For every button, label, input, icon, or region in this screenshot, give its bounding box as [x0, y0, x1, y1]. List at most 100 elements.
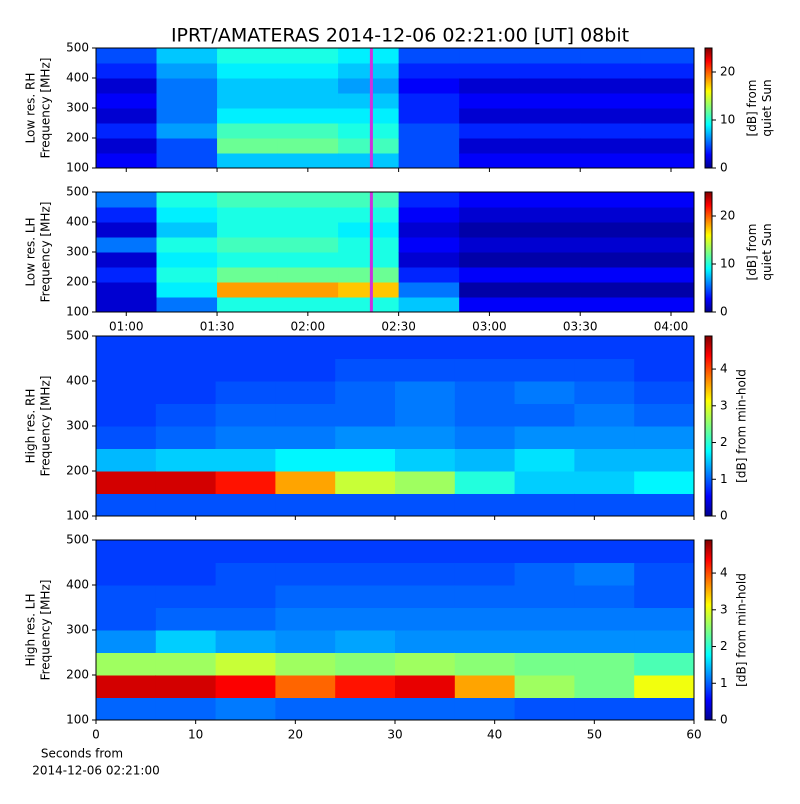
- heatmap-cell: [459, 63, 521, 79]
- heatmap-cell: [277, 108, 339, 124]
- heatmap-cell: [454, 358, 516, 382]
- y-tick-label: 400: [66, 374, 89, 388]
- heatmap-cell: [574, 448, 635, 472]
- heatmap-cell: [217, 192, 279, 208]
- heatmap-cell: [454, 448, 516, 472]
- heatmap-cell: [335, 540, 396, 563]
- heatmap-cell: [96, 448, 157, 472]
- heatmap-cell: [215, 471, 276, 494]
- heatmap-cell: [580, 138, 642, 154]
- x-tick-label: 01:30: [200, 320, 235, 334]
- colorbar-tick-label: 10: [720, 257, 735, 271]
- heatmap-cell: [514, 471, 575, 494]
- heatmap-cell: [156, 123, 218, 139]
- heatmap-cell: [277, 138, 339, 154]
- heatmap-cell: [634, 607, 695, 631]
- heatmap-cell: [640, 192, 695, 208]
- heatmap-cell: [634, 448, 695, 472]
- heatmap-cell: [217, 153, 279, 169]
- heatmap-cell: [275, 358, 336, 382]
- x-tick-label: 01:00: [109, 320, 144, 334]
- heatmap-cell: [395, 562, 456, 586]
- heatmap-cell: [519, 252, 581, 268]
- x-tick-label: 03:30: [563, 320, 598, 334]
- heatmap-cell: [459, 207, 521, 223]
- heatmap-cell: [398, 63, 460, 79]
- heatmap-cell: [395, 585, 456, 608]
- heatmap-cell: [459, 297, 521, 313]
- colorbar-tick-label: 1: [720, 676, 728, 690]
- heatmap-cell: [335, 493, 396, 517]
- y-axis-label: Low res. RH: [24, 73, 38, 144]
- heatmap-cell: [217, 138, 279, 154]
- heatmap-cell: [634, 336, 695, 359]
- heatmap-cell: [574, 381, 635, 404]
- colorbar: [704, 47, 713, 169]
- heatmap-cell: [454, 540, 516, 563]
- heatmap-cell: [514, 607, 575, 631]
- colorbar-tick-label: 20: [720, 209, 735, 223]
- heatmap-cell: [96, 267, 158, 283]
- heatmap-cell: [580, 78, 642, 94]
- heatmap-cell: [395, 471, 456, 494]
- heatmap-cell: [454, 381, 516, 404]
- heatmap-cell: [519, 48, 581, 64]
- heatmap-cell: [277, 192, 339, 208]
- heatmap-cell: [580, 237, 642, 253]
- heatmap-cell: [634, 675, 695, 698]
- heatmap-cell: [454, 652, 516, 676]
- heatmap-cell: [398, 282, 460, 298]
- heatmap-cell: [156, 267, 218, 283]
- heatmap-cell: [459, 138, 521, 154]
- heatmap-cell: [217, 297, 279, 313]
- heatmap-cell: [275, 448, 336, 472]
- heatmap-cell: [580, 267, 642, 283]
- figure-title: IPRT/AMATERAS 2014-12-06 02:21:00 [UT] 0…: [171, 25, 629, 47]
- heatmap-cell: [640, 48, 695, 64]
- heatmap-cell: [155, 630, 217, 653]
- heatmap-cell: [217, 123, 279, 139]
- colorbar: [704, 335, 713, 517]
- heatmap-cell: [338, 123, 400, 139]
- y-axis-label: Frequency [MHz]: [39, 376, 53, 477]
- heatmap-cell: [519, 282, 581, 298]
- colorbar-tick-label: 0: [720, 713, 728, 727]
- heatmap-cell: [640, 78, 695, 94]
- heatmap-cell: [217, 108, 279, 124]
- heatmap-cell: [156, 207, 218, 223]
- heatmap-cell: [155, 403, 217, 427]
- heatmap-cell: [335, 630, 396, 653]
- colorbar: [704, 539, 713, 721]
- y-tick-label: 500: [66, 329, 89, 343]
- heatmap-cell: [395, 697, 456, 721]
- heatmap-cell: [514, 403, 575, 427]
- heatmap-cell: [395, 403, 456, 427]
- heatmap-cell: [215, 448, 276, 472]
- heatmap-cell: [156, 78, 218, 94]
- y-axis-label: Frequency [MHz]: [39, 580, 53, 681]
- heatmap-cell: [96, 297, 158, 313]
- heatmap-cell: [338, 138, 400, 154]
- heatmap-cell: [335, 675, 396, 698]
- heatmap-cell: [156, 237, 218, 253]
- colorbar-tick-label: 4: [720, 566, 728, 580]
- heatmap-cell: [155, 562, 217, 586]
- heatmap-cell: [574, 426, 635, 449]
- heatmap-cell: [96, 93, 158, 109]
- heatmap-cell: [155, 652, 217, 676]
- heatmap-cell: [640, 93, 695, 109]
- heatmap-cell: [156, 108, 218, 124]
- heatmap-cell: [96, 630, 157, 653]
- heatmap-cell: [634, 403, 695, 427]
- heatmap-cell: [96, 652, 157, 676]
- heatmap-cell: [338, 48, 400, 64]
- y-tick-label: 300: [66, 623, 89, 637]
- colorbar-tick-label: 2: [720, 435, 728, 449]
- heatmap-cell: [634, 471, 695, 494]
- colorbar-tick-label: 0: [720, 161, 728, 175]
- y-tick-label: 200: [66, 668, 89, 682]
- heatmap-cell: [640, 63, 695, 79]
- heatmap-cell: [398, 48, 460, 64]
- colorbar: [704, 191, 713, 313]
- x-tick-label: 50: [587, 728, 602, 742]
